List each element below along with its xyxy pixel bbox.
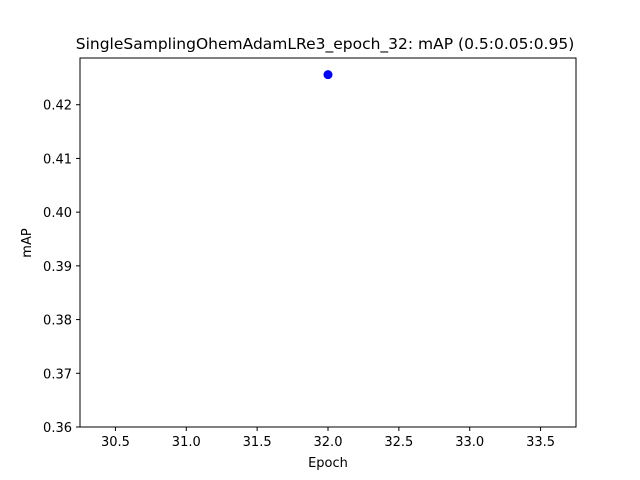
- y-tick-label: 0.42: [43, 99, 72, 114]
- data-point: [323, 70, 333, 80]
- x-tick-label: 30.5: [101, 435, 130, 450]
- y-tick-label: 0.36: [43, 421, 72, 436]
- x-tick-label: 31.5: [243, 435, 272, 450]
- x-tick-label: 32.0: [314, 435, 343, 450]
- x-tick-label: 33.5: [526, 435, 555, 450]
- y-tick-label: 0.39: [43, 260, 72, 275]
- y-tick-label: 0.38: [43, 314, 72, 329]
- x-tick-label: 32.5: [384, 435, 413, 450]
- chart-title: SingleSamplingOhemAdamLRe3_epoch_32: mAP…: [76, 35, 575, 54]
- y-axis-label: mAP: [20, 228, 35, 258]
- x-axis-label: Epoch: [308, 456, 348, 471]
- y-tick-label: 0.41: [43, 152, 72, 167]
- y-tick-label: 0.40: [43, 206, 72, 221]
- x-tick-label: 31.0: [172, 435, 201, 450]
- x-tick-label: 33.0: [455, 435, 484, 450]
- plot-area: 30.5 31.0 31.5 32.0 32.5 33.0 33.5 0.36 0.37 0.38…: [43, 57, 577, 450]
- y-tick-label: 0.37: [43, 367, 72, 382]
